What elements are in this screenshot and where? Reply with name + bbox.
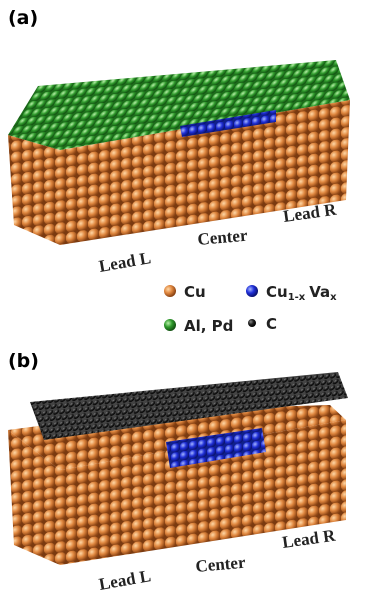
legend-dot (164, 319, 176, 331)
panel-label: (b) (8, 350, 39, 372)
site-label: Lead L (97, 248, 152, 276)
end-face (8, 135, 60, 245)
legend-sub: 1-x (288, 292, 306, 303)
legend-text: C (266, 315, 277, 333)
legend-text: Cu (184, 283, 206, 301)
legend-dot (164, 285, 176, 297)
panel-label: (a) (8, 7, 38, 29)
site-label: Center (197, 226, 249, 249)
legend-dot (248, 319, 256, 327)
figure: (a) Lead L Center Lead R Cu Cu1-xVax Al,… (0, 0, 365, 609)
site-label: Lead L (97, 566, 152, 594)
legend-part: Va (309, 283, 330, 301)
legend-dot (246, 285, 258, 297)
legend-text: Al, Pd (184, 317, 233, 335)
site-label: Lead R (281, 526, 337, 552)
legend-part: Cu (266, 283, 288, 301)
site-label: Center (195, 553, 247, 576)
legend-sub: x (330, 292, 337, 303)
